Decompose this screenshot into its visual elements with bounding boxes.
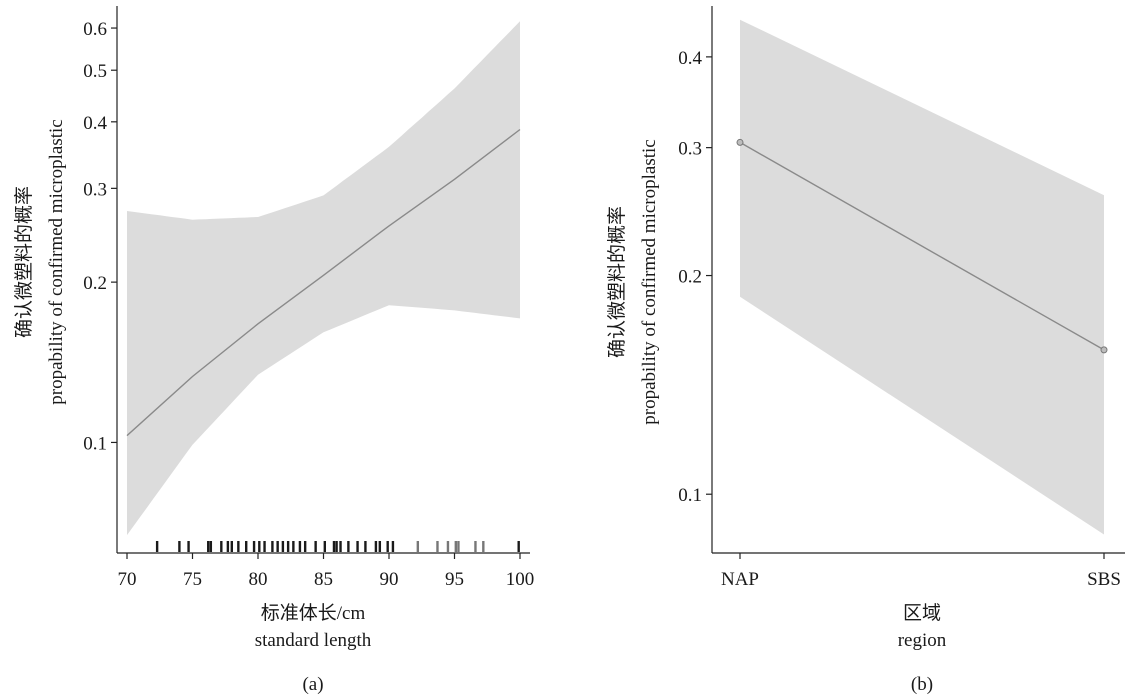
- panel-b-caption: (b): [911, 674, 933, 695]
- panel-a-y-tick-label: 0.2: [83, 273, 107, 294]
- panel-a-x-tick-label: 95: [445, 569, 464, 590]
- panel-a-y-tick-label: 0.6: [83, 19, 107, 40]
- panel-b-y-tick-label: 0.3: [678, 139, 702, 160]
- panel-a-x-tick-label: 90: [380, 569, 399, 590]
- panel-a-y-label-zh: 确认微塑料的概率: [13, 186, 35, 338]
- panel-a-x-label-zh: 标准体长/cm: [261, 602, 366, 624]
- panel-a-x-tick-label: 75: [183, 569, 202, 590]
- panel-a: 70 75 80 85 90 95 100 0.1 0.2 0.3 0.4 0.5 0.6 确认微塑料的…: [13, 6, 534, 695]
- panel-a-y-label-en: propability of confirmed microplastic: [46, 119, 67, 404]
- panel-a-x-tick-label: 100: [506, 569, 535, 590]
- panel-b-point: [1100, 346, 1108, 354]
- panel-b-x-label-en: region: [898, 630, 947, 651]
- panel-b-fit-line: [739, 141, 1105, 351]
- panel-b-y-tick-label: 0.4: [678, 48, 702, 69]
- panel-a-x-tick-label: 70: [118, 569, 137, 590]
- panel-a-y-tick-label: 0.4: [83, 113, 107, 134]
- panel-a-fit-line: [126, 128, 521, 437]
- panel-b-point: [736, 138, 744, 146]
- panel-a-x-tick-label: 80: [249, 569, 268, 590]
- panel-a-x-tick-label: 85: [314, 569, 333, 590]
- panel-a-caption: (a): [302, 674, 323, 695]
- panel-b-y-label-en: propability of confirmed microplastic: [639, 139, 660, 424]
- panel-a-y-tick-label: 0.3: [83, 179, 107, 200]
- panel-a-y-tick-label: 0.5: [83, 61, 107, 82]
- panel-b-x-tick-label: NAP: [721, 569, 759, 590]
- panel-b-y-tick-label: 0.1: [678, 485, 702, 506]
- panel-b-y-label-zh: 确认微塑料的概率: [606, 206, 628, 358]
- panel-b-y-tick-label: 0.2: [678, 267, 702, 288]
- panel-b-confidence-band: [740, 19, 1104, 535]
- panel-a-confidence-band: [127, 21, 520, 536]
- panel-b-x-label-zh: 区域: [903, 602, 941, 624]
- panel-b: NAP SBS 0.1 0.2 0.3 0.4 确认微塑料的概率 propability …: [606, 6, 1125, 695]
- panel-b-x-tick-label: SBS: [1087, 569, 1121, 590]
- panel-a-y-tick-label: 0.1: [83, 433, 107, 454]
- panel-a-x-label-en: standard length: [255, 630, 372, 651]
